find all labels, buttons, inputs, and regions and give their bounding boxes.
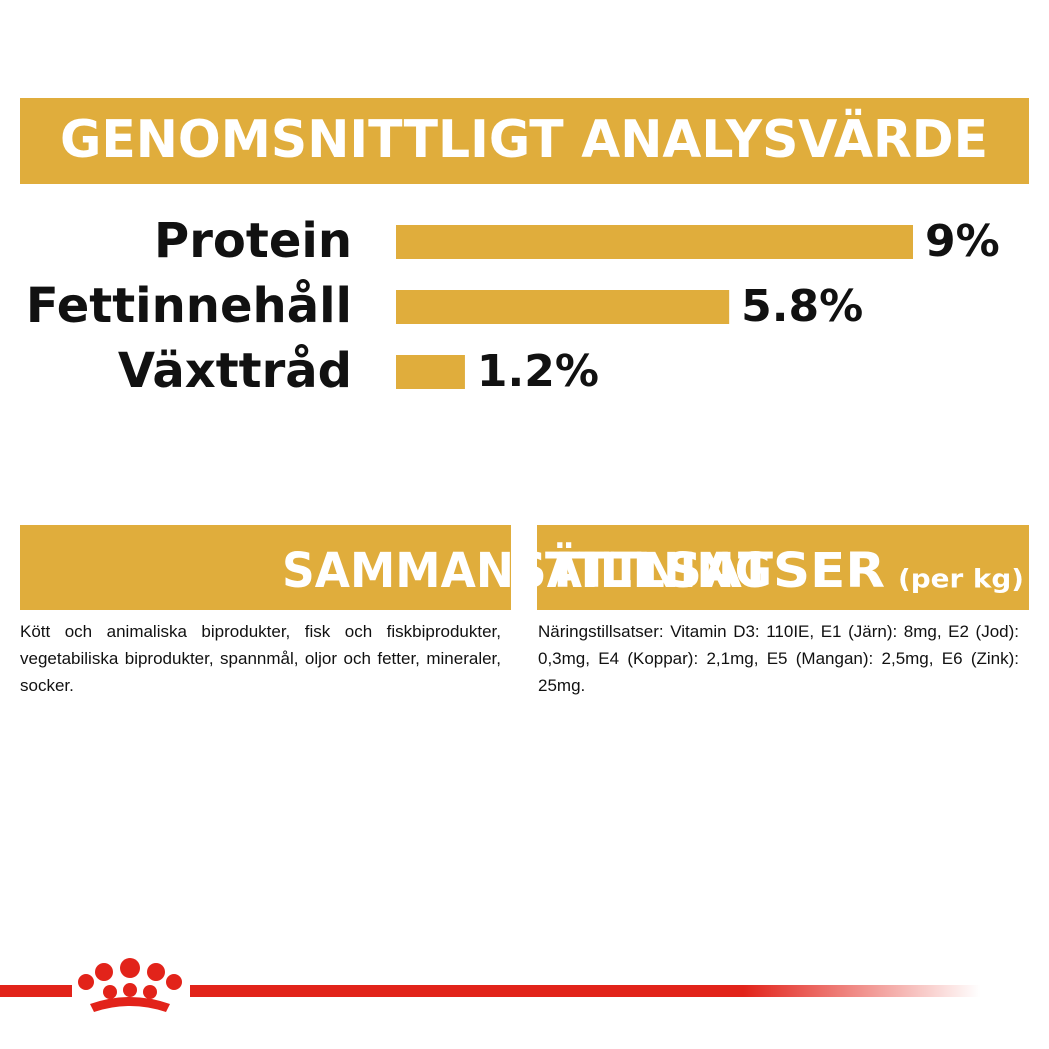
section-title: TILLSATSER: [545, 543, 885, 599]
category-label: Protein: [154, 213, 352, 269]
section-text: Näringstillsatser: Vitamin D3: 110IE, E1…: [538, 622, 1019, 695]
category-label: Fettinnehåll: [26, 278, 352, 334]
value-label: 5.8%: [741, 281, 863, 332]
title: GENOMSNITTLIGT ANALYSVÄRDE: [60, 109, 988, 170]
value-label: 9%: [925, 216, 1000, 267]
bar: [396, 290, 730, 324]
brand-line: [190, 985, 980, 997]
logo: [78, 958, 182, 1012]
bar: [396, 355, 465, 389]
section-title: SAMMANSÄTTNING: [282, 542, 772, 599]
value-label: 1.2%: [477, 346, 599, 397]
brand-line: [0, 985, 72, 997]
category-label: Växttråd: [118, 343, 352, 399]
title-band: [20, 98, 1029, 184]
bar: [396, 225, 913, 259]
section-text: Kött och animaliska biprodukter, fisk oc…: [20, 622, 501, 695]
section-note: (per kg): [898, 565, 1024, 595]
